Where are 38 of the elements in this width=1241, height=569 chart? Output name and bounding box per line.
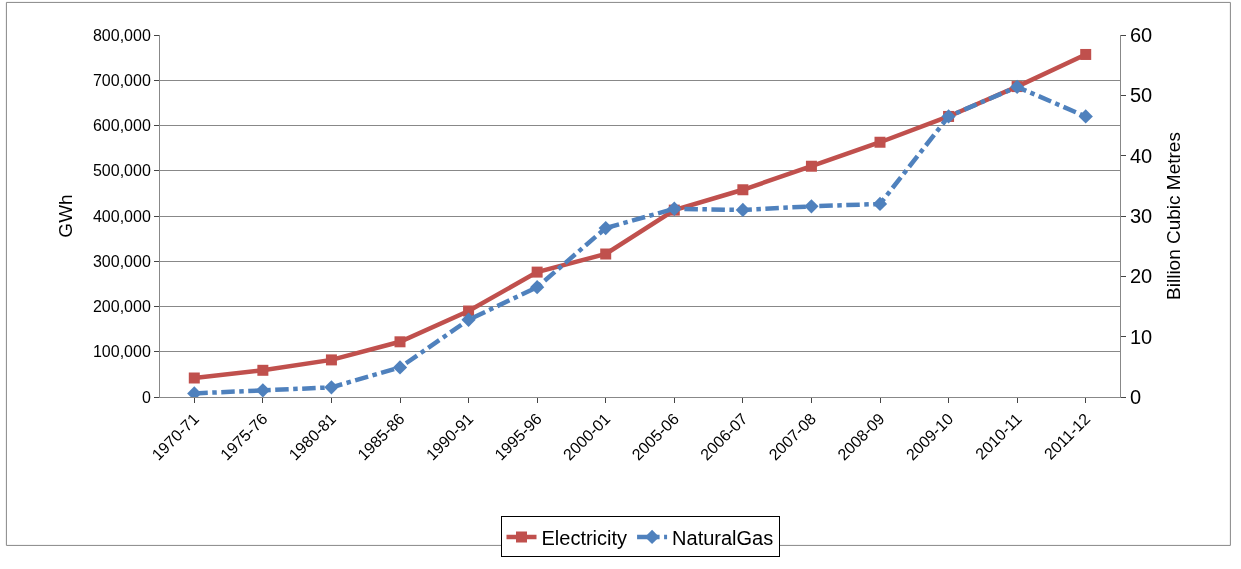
y2-tick-label: 10 — [1130, 325, 1153, 348]
y2-axis-title: Billion Cubic Metres — [1163, 132, 1185, 300]
point — [531, 266, 543, 278]
point — [392, 360, 408, 375]
point — [325, 354, 337, 366]
y-tick-label: 300,000 — [92, 252, 151, 270]
point — [872, 196, 888, 212]
point — [257, 364, 269, 376]
legend-label: NaturalGas — [672, 526, 774, 549]
point — [461, 312, 476, 327]
point — [600, 248, 612, 260]
point — [529, 280, 545, 295]
y-tick-label: 600,000 — [92, 117, 151, 135]
y2-tick-label: 0 — [1130, 386, 1142, 408]
y-tick-label: 200,000 — [92, 298, 151, 316]
y-tick-label: 800,000 — [92, 26, 151, 44]
y-axis-title: GWh — [54, 194, 76, 238]
point — [737, 184, 749, 196]
point — [805, 160, 817, 172]
y2-tick-label: 60 — [1130, 24, 1153, 46]
point — [394, 336, 406, 348]
y-tick-label: 500,000 — [92, 162, 151, 180]
y2-tick-label: 20 — [1130, 265, 1153, 288]
point — [1078, 109, 1093, 124]
point — [598, 220, 613, 236]
y-tick-label: 700,000 — [92, 71, 151, 89]
point — [324, 380, 339, 395]
legend-label: Electricity — [541, 526, 628, 549]
point — [804, 199, 819, 214]
y2-tick-label: 50 — [1130, 84, 1153, 107]
y-tick-label: 400,000 — [92, 207, 151, 225]
point — [874, 136, 886, 148]
point — [188, 372, 200, 384]
y-tick-label: 100,000 — [92, 343, 151, 361]
y-tick-label: 0 — [141, 388, 151, 406]
y2-tick-label: 40 — [1130, 144, 1153, 167]
point — [1080, 48, 1092, 60]
y2-tick-label: 30 — [1130, 205, 1153, 227]
